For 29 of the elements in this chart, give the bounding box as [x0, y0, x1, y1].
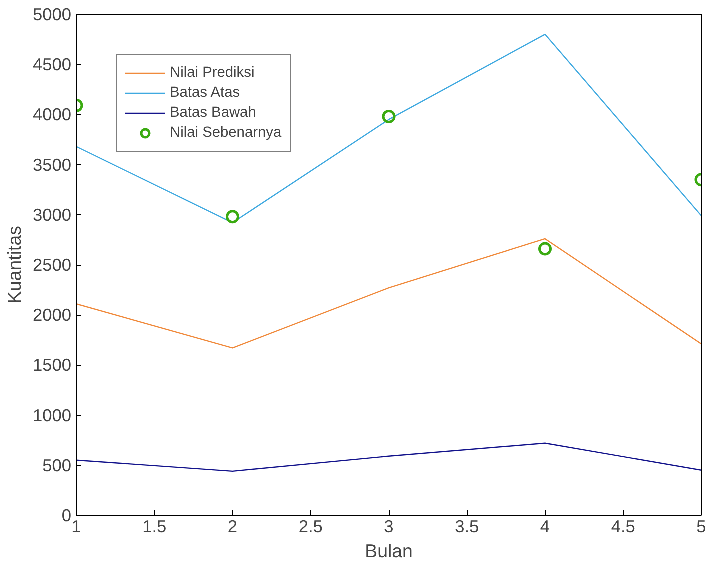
y-tick-label: 1500 [32, 355, 72, 376]
y-tick-label: 500 [42, 455, 72, 476]
line-series [76, 238, 702, 349]
y-tick-label: 4000 [32, 104, 72, 125]
x-tick-label: 4.5 [611, 516, 636, 536]
x-tick-label: 5 [696, 516, 706, 536]
y-tick-label: 4500 [32, 54, 72, 75]
x-tick-label: 1.5 [142, 516, 167, 536]
x-tick-label: 3.5 [455, 516, 480, 536]
point [382, 110, 396, 124]
x-tick-label: 2 [228, 516, 238, 536]
x-tick-label: 3 [384, 516, 394, 536]
y-axis-title: Kuantitas [4, 226, 25, 304]
legend-label: Nilai Sebenarnya [170, 125, 282, 141]
x-tick-label: 4 [540, 516, 550, 536]
y-tick-label: 2500 [32, 255, 72, 275]
legend-label: Batas Bawah [170, 105, 256, 121]
x-axis-title: Bulan [365, 540, 413, 562]
y-tick-label: 1000 [32, 405, 72, 426]
y-tick-label: 2000 [32, 305, 72, 326]
y-tick-label: 5000 [32, 4, 72, 24]
y-tick-label: 0 [62, 506, 72, 526]
y-tick-label: 3500 [32, 154, 72, 175]
x-tick-label: 2.5 [298, 516, 323, 536]
y-tick-label: 3000 [32, 204, 72, 225]
x-tick-label: 1 [72, 516, 82, 536]
legend-label: Nilai Prediksi [170, 65, 255, 81]
legend-label: Batas Atas [170, 85, 240, 101]
line-series [76, 442, 702, 472]
